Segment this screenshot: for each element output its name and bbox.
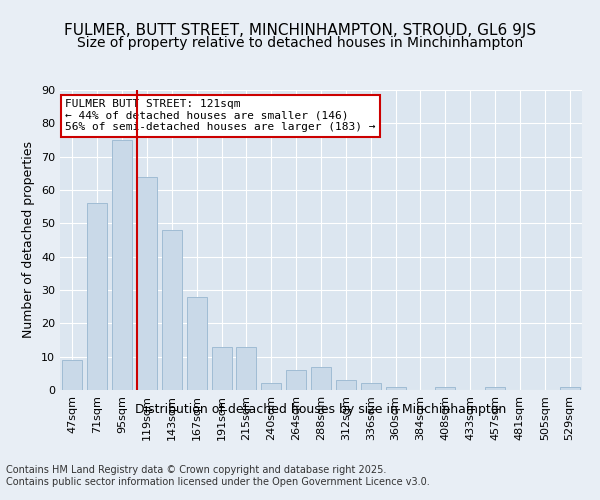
Bar — [262, 384, 281, 390]
Bar — [386, 386, 406, 390]
Bar — [112, 140, 132, 390]
Bar — [62, 360, 82, 390]
Bar — [212, 346, 232, 390]
Text: Size of property relative to detached houses in Minchinhampton: Size of property relative to detached ho… — [77, 36, 523, 50]
Bar — [236, 346, 256, 390]
Bar — [286, 370, 306, 390]
Text: Contains HM Land Registry data © Crown copyright and database right 2025.
Contai: Contains HM Land Registry data © Crown c… — [6, 465, 430, 486]
Text: Distribution of detached houses by size in Minchinhampton: Distribution of detached houses by size … — [136, 402, 506, 415]
Bar — [187, 296, 206, 390]
Bar — [162, 230, 182, 390]
Bar — [436, 386, 455, 390]
Bar — [560, 386, 580, 390]
Y-axis label: Number of detached properties: Number of detached properties — [22, 142, 35, 338]
Bar — [361, 384, 380, 390]
Text: FULMER, BUTT STREET, MINCHINHAMPTON, STROUD, GL6 9JS: FULMER, BUTT STREET, MINCHINHAMPTON, STR… — [64, 22, 536, 38]
Bar — [311, 366, 331, 390]
Bar — [137, 176, 157, 390]
Bar — [485, 386, 505, 390]
Text: FULMER BUTT STREET: 121sqm
← 44% of detached houses are smaller (146)
56% of sem: FULMER BUTT STREET: 121sqm ← 44% of deta… — [65, 99, 376, 132]
Bar — [88, 204, 107, 390]
Bar — [336, 380, 356, 390]
